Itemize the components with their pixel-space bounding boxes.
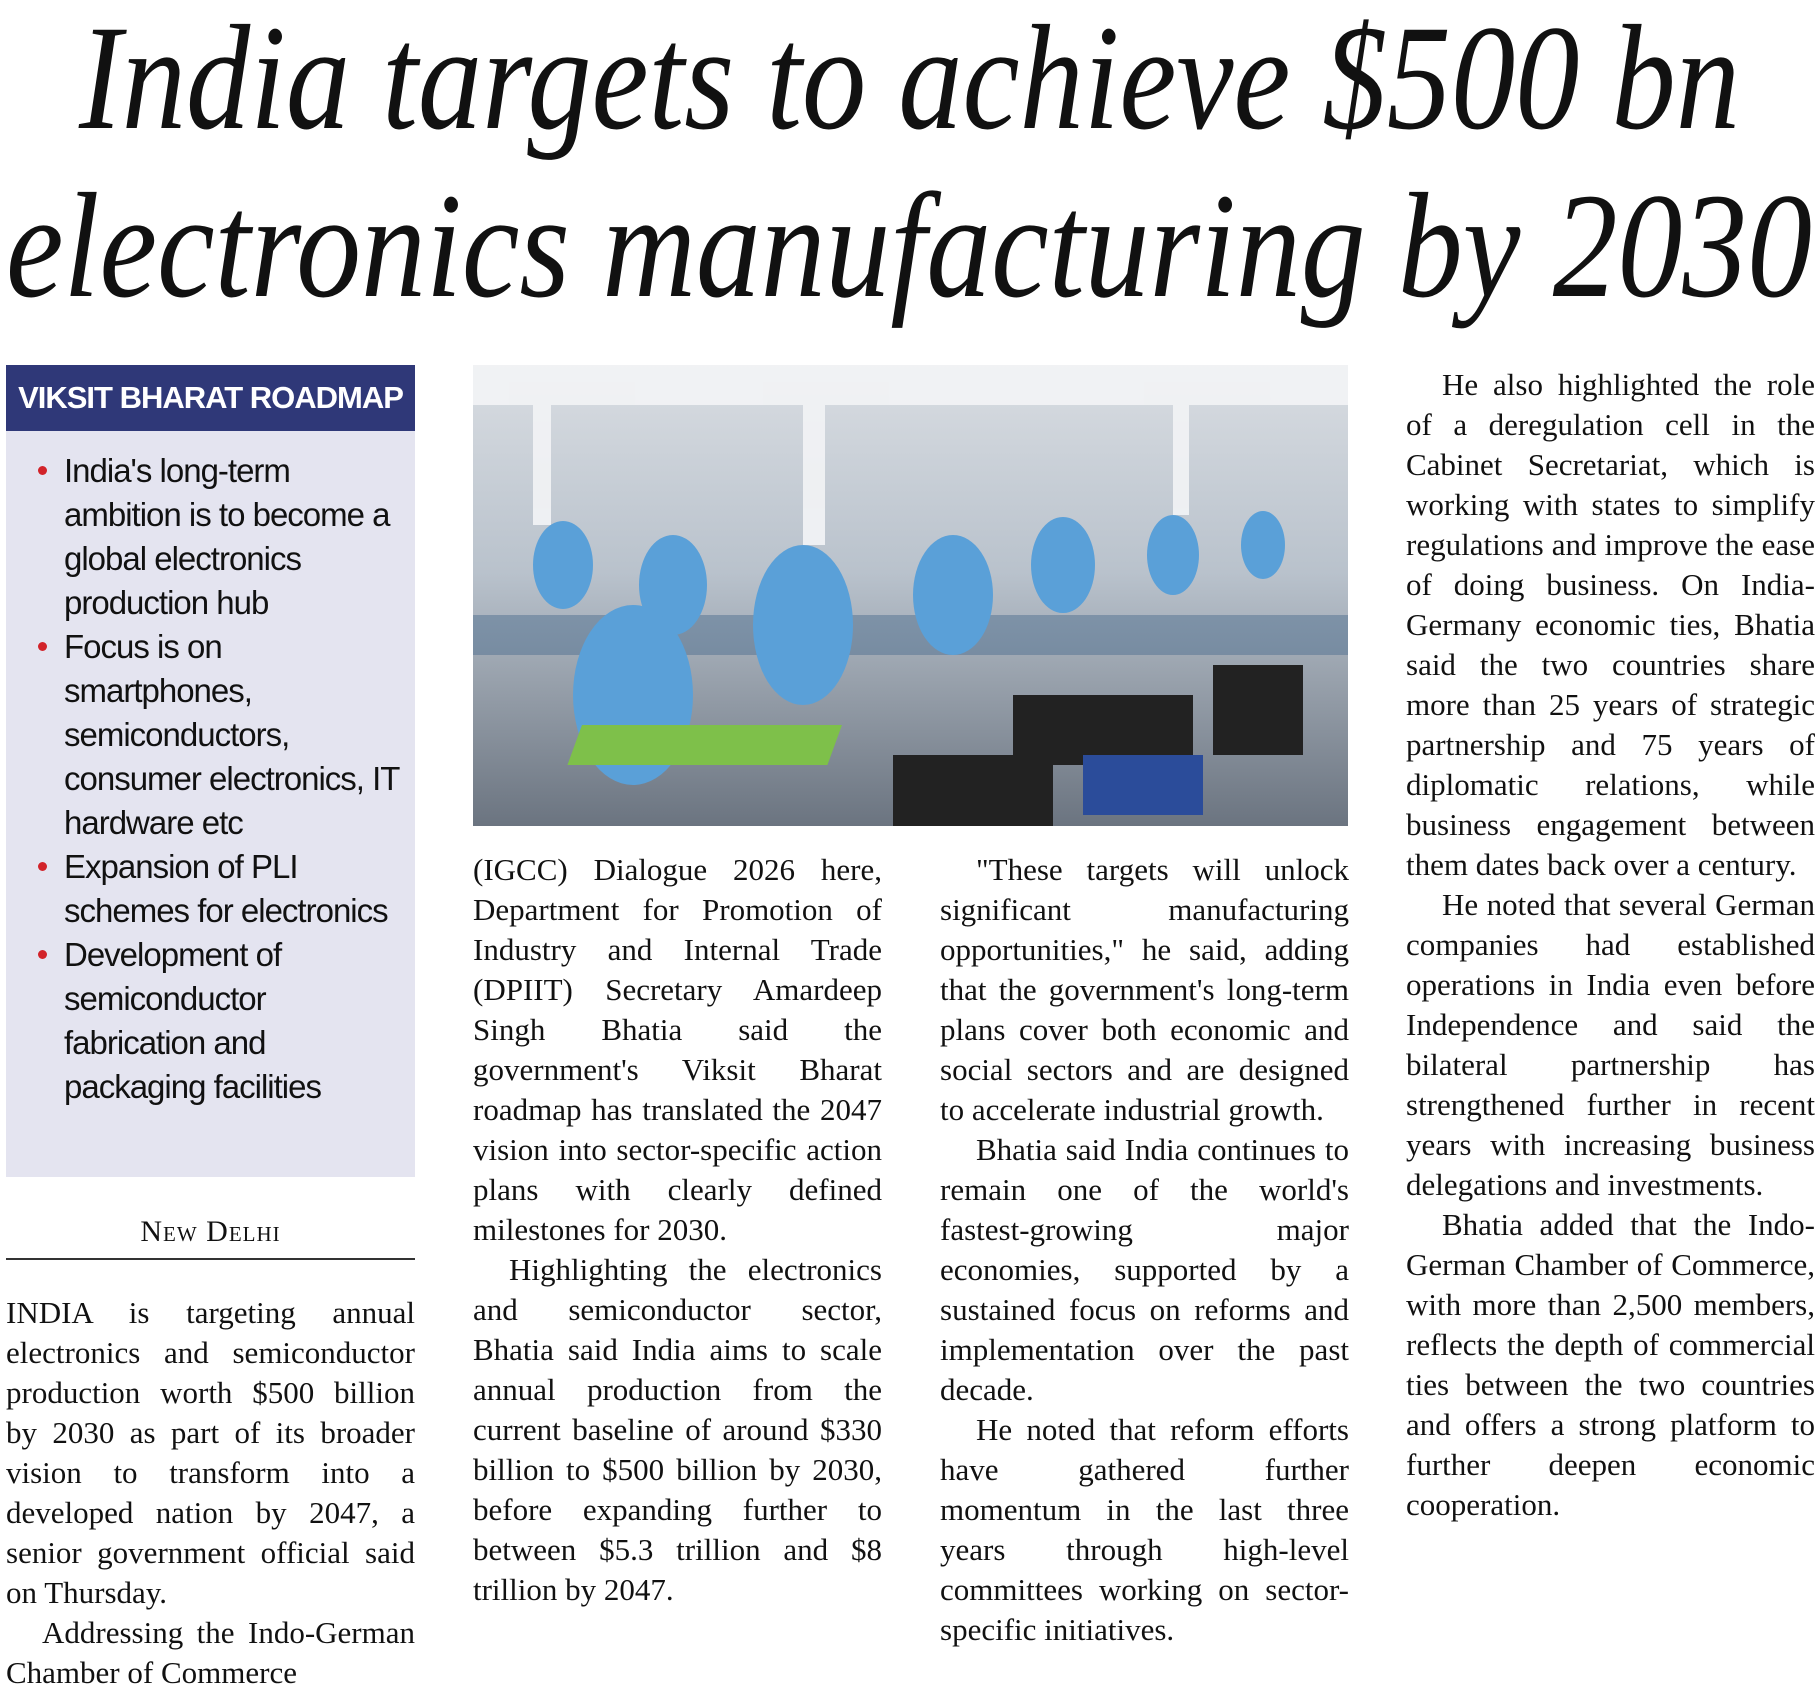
sidebar-title: VIKSIT BHARAT ROADMAP xyxy=(6,365,415,431)
sidebar-list: India's long-term ambition is to become … xyxy=(6,431,415,1109)
paragraph: Highlighting the electronics and semicon… xyxy=(473,1252,882,1607)
text-column: (IGCC) Dialogue 2026 here, Department fo… xyxy=(473,850,882,1690)
paragraph: (IGCC) Dialogue 2026 here, Department fo… xyxy=(473,852,882,1247)
text-column: "These targets will unlock significant m… xyxy=(940,850,1349,1690)
paragraph: He noted that reform efforts have gather… xyxy=(940,1412,1349,1647)
paragraph: INDIA is targeting annual electronics an… xyxy=(6,1295,415,1610)
paragraph: He also highlighted the role of a deregu… xyxy=(1406,367,1815,882)
headline: India targets to achieve $500 bn electro… xyxy=(6,0,1812,329)
paragraph: Bhatia added that the Indo-German Chambe… xyxy=(1406,1207,1815,1522)
bullet: Expansion of PLI schemes for electronics xyxy=(36,845,401,933)
text-column: INDIA is targeting annual electronics an… xyxy=(6,1293,415,1690)
headline-line: electronics manufacturing by 2030 xyxy=(6,163,1812,329)
bullet: Development of semiconductor fabrication… xyxy=(36,933,401,1109)
sidebar: VIKSIT BHARAT ROADMAP India's long-term … xyxy=(6,365,415,1177)
text-column: He also highlighted the role of a deregu… xyxy=(1406,365,1815,1690)
paragraph: He noted that several German companies h… xyxy=(1406,887,1815,1202)
dateline: New Delhi xyxy=(6,1208,415,1260)
headline-line: India targets to achieve $500 bn xyxy=(78,0,1740,161)
bullet: India's long-term ambition is to become … xyxy=(36,449,401,625)
bullet: Focus is on smartphones, semiconductors,… xyxy=(36,625,401,845)
photo xyxy=(473,365,1348,826)
paragraph: "These targets will unlock significant m… xyxy=(940,852,1349,1127)
paragraph: Addressing the Indo-German Chamber of Co… xyxy=(6,1615,415,1690)
paragraph: Bhatia said India continues to remain on… xyxy=(940,1132,1349,1407)
